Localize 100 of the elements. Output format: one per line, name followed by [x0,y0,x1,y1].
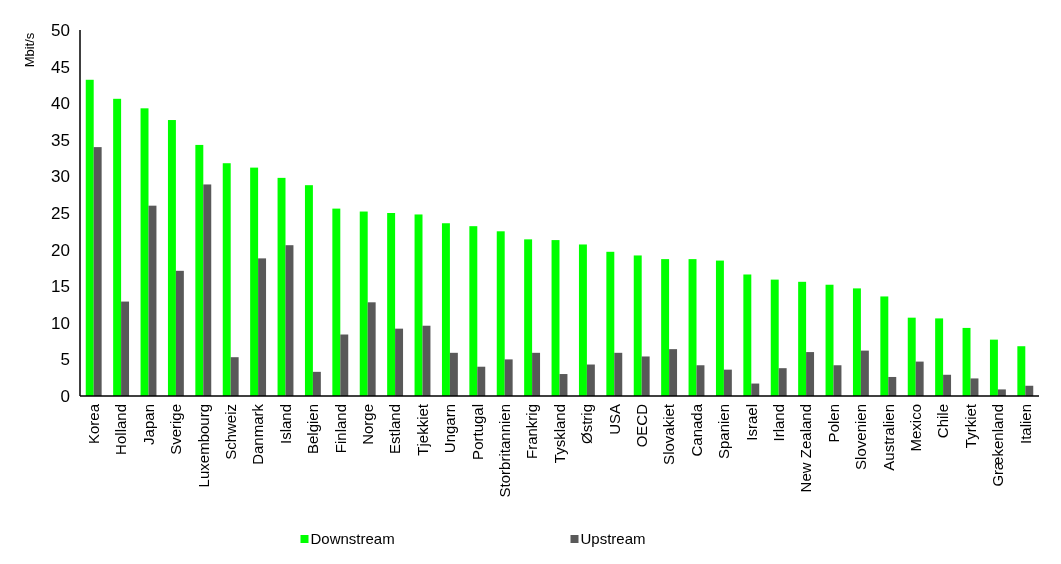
y-tick-label: 35 [51,130,70,150]
y-tick-label: 10 [51,313,70,333]
y-tick-label: 5 [60,350,70,370]
bar [962,327,971,396]
x-tick-label: Belgien [304,404,322,455]
legend-label: Upstream [580,530,646,547]
x-tick-label: Finland [331,404,349,454]
x-tick-label: Italien [1016,404,1034,445]
x-tick-label: Korea [84,403,102,445]
x-tick-label: Mexico [906,404,924,452]
x-tick-label: Østrig [578,404,596,445]
bar [915,361,924,396]
x-tick-label: Sverige [167,404,185,455]
bar [633,255,642,396]
x-tick-label: Danmark [249,403,267,465]
bar [770,279,779,396]
bar [85,79,94,396]
x-tick-label: Estland [386,404,404,455]
y-tick-label: 0 [60,386,70,406]
x-tick-label: Slovenien [852,404,870,470]
bar [586,364,595,396]
bar [1017,346,1026,396]
bar [195,144,204,396]
x-tick-label: Holland [112,404,130,455]
x-tick-label: Luxembourg [194,404,212,488]
x-tick-label: OECD [632,403,650,448]
bar [943,374,952,396]
bar [778,368,787,396]
x-tick-label: Irland [769,404,787,442]
x-tick-label: Australien [879,404,897,471]
x-tick-label: Israel [742,404,760,441]
bar [449,352,458,396]
y-tick-label: 25 [51,203,70,223]
bar [614,352,623,396]
bar [661,259,670,396]
bar [997,389,1006,396]
bar [504,359,513,396]
x-tick-label: Chile [934,404,952,439]
bar [551,240,560,396]
bar [723,369,732,396]
bar [167,120,176,396]
bar [222,163,231,396]
y-tick-label: 50 [51,20,70,40]
bar [230,357,239,396]
bar [367,302,376,396]
bar [332,208,341,396]
bar [441,223,450,396]
bar [806,352,815,396]
x-tick-label: Canada [687,403,705,457]
x-tick-label: Island [276,404,294,445]
bar [935,318,944,396]
bar [606,251,615,396]
bar [798,281,807,396]
bar [359,211,368,396]
x-tick-label: Schweiz [221,404,239,460]
bar [688,259,697,396]
bar [888,376,897,396]
bar [304,185,313,396]
bar [340,334,349,396]
bar [880,296,889,396]
bar [715,260,724,396]
bar [175,270,184,396]
x-tick-label: Tjekkiet [413,403,431,456]
x-tick-label: Japan [139,404,157,445]
bar [121,301,130,396]
legend-label: Downstream [310,530,395,547]
bar [203,184,212,396]
bar [852,288,861,396]
y-tick-label: 40 [51,94,70,114]
bar [113,98,122,396]
x-tick-label: Norge [358,404,376,445]
x-tick-label: Portugal [468,404,486,460]
y-tick-label: 20 [51,240,70,260]
bar [469,226,478,396]
bar [250,167,259,396]
bar [477,366,486,396]
bar [387,213,396,396]
x-tick-label: Tyskland [550,404,568,464]
x-tick-label: Grækenland [989,404,1007,487]
x-tick-label: Ungarn [441,404,459,454]
y-axis-title: Mbit/s [22,32,37,68]
y-tick-label: 15 [51,277,70,297]
x-tick-label: Polen [824,404,842,443]
x-tick-label: Frankrig [523,404,541,460]
y-tick-label: 30 [51,167,70,187]
bar [277,177,286,396]
bar [312,371,321,396]
x-tick-label: Storbritannien [495,404,513,498]
bar [532,352,541,396]
bar [860,350,869,396]
bar [395,328,404,396]
x-tick-label: New Zealand [797,404,815,493]
x-tick-label: Spanien [715,404,733,460]
bar [743,274,752,396]
x-tick-label: USA [605,404,623,435]
x-tick-label: Tyrkiet [961,403,979,449]
bar [93,147,102,396]
x-tick-label: Slovakiet [660,403,678,465]
bar [258,258,267,396]
bar [907,317,916,396]
